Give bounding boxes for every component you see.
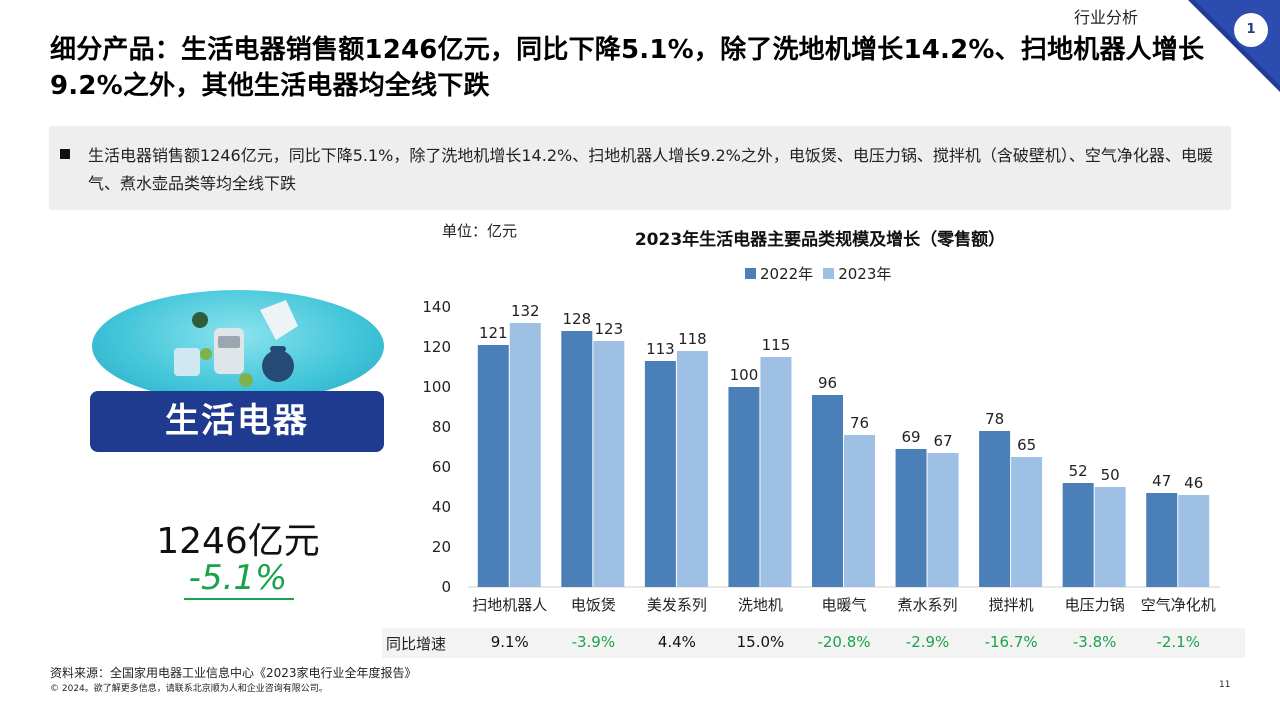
bar-2022 <box>561 331 593 587</box>
x-tick-label: 美发系列 <box>647 596 707 614</box>
bar-2023 <box>927 453 959 587</box>
unit-label: 单位：亿元 <box>442 222 518 240</box>
yoy-value: 9.1% <box>490 633 529 651</box>
bar-2022 <box>1062 483 1094 587</box>
bar-2022 <box>477 345 509 587</box>
y-tick-label: 20 <box>432 538 451 556</box>
bar-2023 <box>760 357 792 587</box>
y-tick-label: 140 <box>422 298 451 316</box>
data-label: 132 <box>511 302 540 320</box>
bar-2023 <box>509 323 541 587</box>
page-title: 细分产品：生活电器销售额1246亿元，同比下降5.1%，除了洗地机增长14.2%… <box>50 35 1205 101</box>
bar-2023 <box>1178 495 1210 587</box>
legend-item-2022: 2022年 <box>745 263 813 284</box>
data-label: 96 <box>818 374 837 392</box>
yoy-value: -3.9% <box>571 633 616 651</box>
data-label: 115 <box>762 336 791 354</box>
yoy-value: -2.1% <box>1156 633 1200 651</box>
yoy-row <box>382 628 1245 658</box>
appliances-icon <box>174 300 298 387</box>
legend-item-2023: 2023年 <box>823 263 891 284</box>
y-tick-label: 120 <box>422 338 451 356</box>
bar-2023 <box>676 351 708 587</box>
x-tick-label: 搅拌机 <box>989 596 1034 614</box>
bar-2022 <box>812 395 843 587</box>
yoy-value: 15.0% <box>736 633 785 651</box>
yoy-value: -2.9% <box>905 633 950 651</box>
section-tag: 行业分析 <box>1074 8 1139 27</box>
y-tick-label: 0 <box>441 578 451 596</box>
data-label: 128 <box>563 310 592 328</box>
appliance-illustration <box>92 290 384 402</box>
data-label: 69 <box>902 428 921 446</box>
total-growth-rate: -5.1% <box>188 558 288 598</box>
bar-2023 <box>1011 457 1043 587</box>
yoy-value: -20.8% <box>817 633 871 651</box>
bar-2022 <box>895 449 927 587</box>
legend-swatch-2023 <box>823 268 835 279</box>
y-tick-label: 100 <box>422 378 451 396</box>
data-label: 50 <box>1101 466 1120 484</box>
bar-2023 <box>844 435 875 587</box>
x-tick-label: 电暖气 <box>821 596 866 614</box>
y-tick-label: 40 <box>432 498 451 516</box>
category-banner: 生活电器 <box>90 391 384 452</box>
data-label: 113 <box>646 340 675 358</box>
bar-2023 <box>1094 487 1126 587</box>
x-tick-label: 电压力锅 <box>1065 596 1125 614</box>
yoy-value: 4.4% <box>657 633 696 651</box>
legend-label-2022: 2022年 <box>760 265 814 283</box>
x-tick-label: 空气净化机 <box>1141 596 1216 614</box>
chart-legend: 2022年 2023年 <box>745 263 891 284</box>
yoy-label: 同比增速 <box>386 635 447 653</box>
data-label: 46 <box>1184 474 1203 492</box>
summary-box <box>49 126 1231 210</box>
page-badge: 1 <box>1234 13 1268 47</box>
x-tick-label: 电饭煲 <box>571 596 616 614</box>
bar-2022 <box>644 361 676 587</box>
bar-2023 <box>593 341 625 587</box>
chart-title: 2023年生活电器主要品类规模及增长（零售额） <box>634 230 1006 250</box>
copyright-note: © 2024。欲了解更多信息，请联系北京顺为人和企业咨询有限公司。 <box>50 684 328 694</box>
x-tick-label: 煮水系列 <box>898 596 958 614</box>
data-label: 76 <box>850 414 869 432</box>
x-tick-label: 洗地机 <box>738 596 783 614</box>
legend-swatch-2022 <box>745 268 756 279</box>
bullet-icon <box>60 149 70 159</box>
category-illustration: 生活电器 <box>90 290 386 455</box>
data-label: 100 <box>730 366 759 384</box>
data-label: 65 <box>1017 436 1036 454</box>
x-tick-label: 扫地机器人 <box>472 596 547 614</box>
y-tick-label: 80 <box>432 418 451 436</box>
data-label: 121 <box>479 324 508 342</box>
y-tick-label: 60 <box>432 458 451 476</box>
data-label: 67 <box>934 432 953 450</box>
data-label: 47 <box>1152 472 1171 490</box>
data-label: 118 <box>678 330 707 348</box>
data-label: 123 <box>595 320 624 338</box>
total-sales-value: 1246亿元 <box>156 521 320 562</box>
data-label: 78 <box>985 410 1004 428</box>
growth-underline <box>184 598 294 600</box>
yoy-value: -3.8% <box>1072 633 1117 651</box>
legend-label-2023: 2023年 <box>838 265 892 283</box>
data-label: 52 <box>1069 462 1088 480</box>
page-number: 11 <box>1219 680 1231 690</box>
bar-2022 <box>979 431 1011 587</box>
bar-2022 <box>1146 493 1178 587</box>
source-note: 资料来源：全国家用电器工业信息中心《2023家电行业全年度报告》 <box>50 666 417 680</box>
summary-text: 生活电器销售额1246亿元，同比下降5.1%，除了洗地机增长14.2%、扫地机器… <box>88 146 1213 193</box>
yoy-value: -16.7% <box>984 633 1038 651</box>
bar-2022 <box>728 387 760 587</box>
